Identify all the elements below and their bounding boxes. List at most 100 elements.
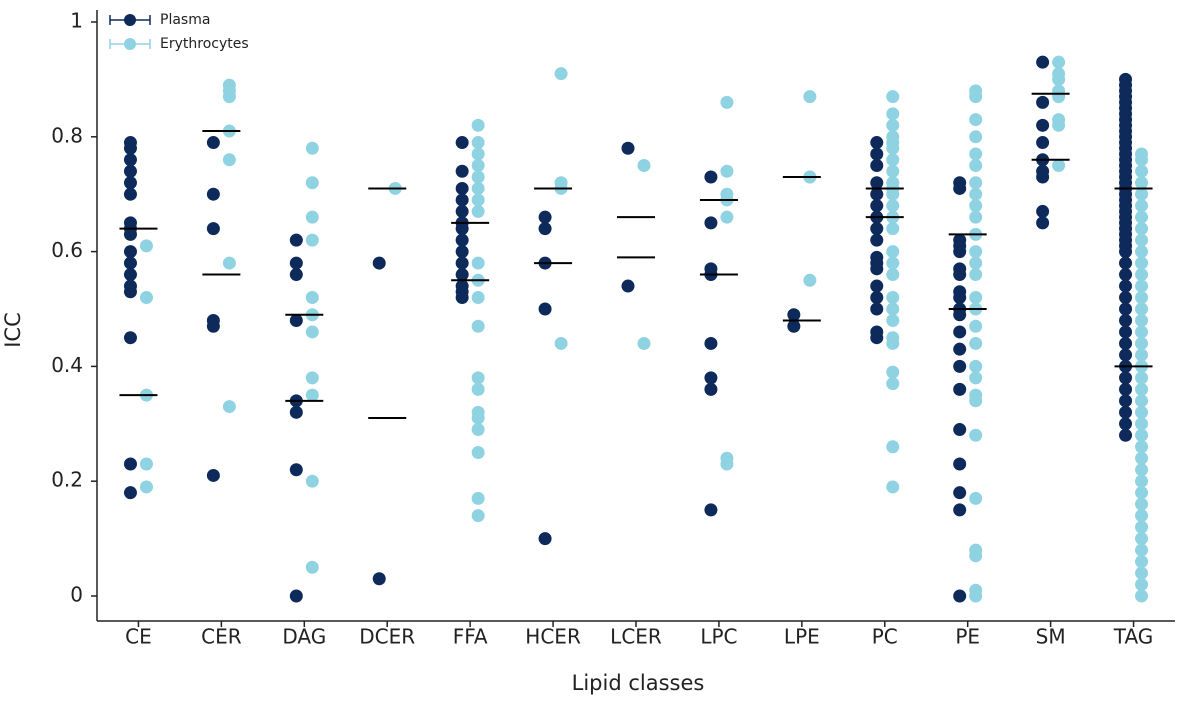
point <box>222 153 236 167</box>
point <box>1036 204 1050 218</box>
x-tick-label: PC <box>872 625 898 649</box>
point <box>870 147 884 161</box>
point <box>538 210 552 224</box>
point <box>1119 394 1133 408</box>
legend-label: Plasma <box>160 12 210 28</box>
point <box>538 532 552 546</box>
point <box>1135 245 1149 259</box>
point <box>953 589 967 603</box>
point <box>1135 233 1149 247</box>
point <box>870 187 884 201</box>
point <box>455 268 469 282</box>
point <box>704 336 718 350</box>
point <box>969 176 983 190</box>
point <box>704 382 718 396</box>
point <box>372 256 386 270</box>
point <box>787 308 801 322</box>
point <box>704 216 718 230</box>
point <box>455 204 469 218</box>
point <box>953 325 967 339</box>
x-tick-label: DCER <box>359 625 415 649</box>
point <box>886 90 900 104</box>
point <box>1135 394 1149 408</box>
point <box>372 572 386 586</box>
legend-marker <box>124 14 136 26</box>
point <box>1052 118 1066 132</box>
point <box>455 233 469 247</box>
point <box>870 222 884 236</box>
point <box>471 147 485 161</box>
x-tick-label: HCER <box>525 625 581 649</box>
point <box>1135 313 1149 327</box>
point <box>1119 348 1133 362</box>
point <box>289 268 303 282</box>
point <box>1036 216 1050 230</box>
point <box>222 400 236 414</box>
point <box>139 480 153 494</box>
point <box>1135 520 1149 534</box>
point <box>1135 451 1149 465</box>
point <box>123 187 137 201</box>
point <box>1135 417 1149 431</box>
point <box>471 291 485 305</box>
point <box>305 291 319 305</box>
point <box>870 291 884 305</box>
point <box>1135 371 1149 385</box>
point <box>886 164 900 178</box>
point <box>886 480 900 494</box>
point <box>289 405 303 419</box>
point <box>289 233 303 247</box>
y-tick-label: 1 <box>70 9 83 33</box>
point <box>870 262 884 276</box>
point <box>1135 210 1149 224</box>
point <box>538 222 552 236</box>
point <box>704 170 718 184</box>
point <box>720 210 734 224</box>
x-tick-label: LCER <box>610 625 662 649</box>
point <box>123 268 137 282</box>
point <box>1119 302 1133 316</box>
point <box>289 589 303 603</box>
point <box>886 256 900 270</box>
point <box>886 268 900 282</box>
x-tick-label: SM <box>1036 625 1066 649</box>
point <box>1135 543 1149 557</box>
point <box>123 256 137 270</box>
point <box>704 371 718 385</box>
point <box>305 388 319 402</box>
point <box>1119 313 1133 327</box>
x-tick-label: TAG <box>1113 625 1154 649</box>
point <box>1135 348 1149 362</box>
point <box>621 279 635 293</box>
point <box>953 291 967 305</box>
point <box>471 423 485 437</box>
point <box>471 159 485 172</box>
point <box>206 319 220 333</box>
point <box>803 273 817 287</box>
point <box>969 291 983 305</box>
y-tick-label: 0.6 <box>51 238 83 262</box>
point <box>870 176 884 190</box>
point <box>1036 118 1050 132</box>
point <box>305 371 319 385</box>
point <box>1135 291 1149 305</box>
point <box>471 204 485 218</box>
point <box>1036 170 1050 184</box>
point <box>969 428 983 442</box>
point <box>139 457 153 471</box>
point <box>455 256 469 270</box>
point <box>969 268 983 282</box>
point <box>305 210 319 224</box>
point <box>886 245 900 259</box>
point <box>1135 463 1149 477</box>
point <box>1135 382 1149 396</box>
point <box>704 503 718 517</box>
point <box>803 90 817 104</box>
point <box>1135 256 1149 270</box>
point <box>886 440 900 454</box>
y-tick-label: 0.4 <box>51 353 83 377</box>
point <box>1036 95 1050 109</box>
point <box>1119 279 1133 293</box>
point <box>305 474 319 488</box>
